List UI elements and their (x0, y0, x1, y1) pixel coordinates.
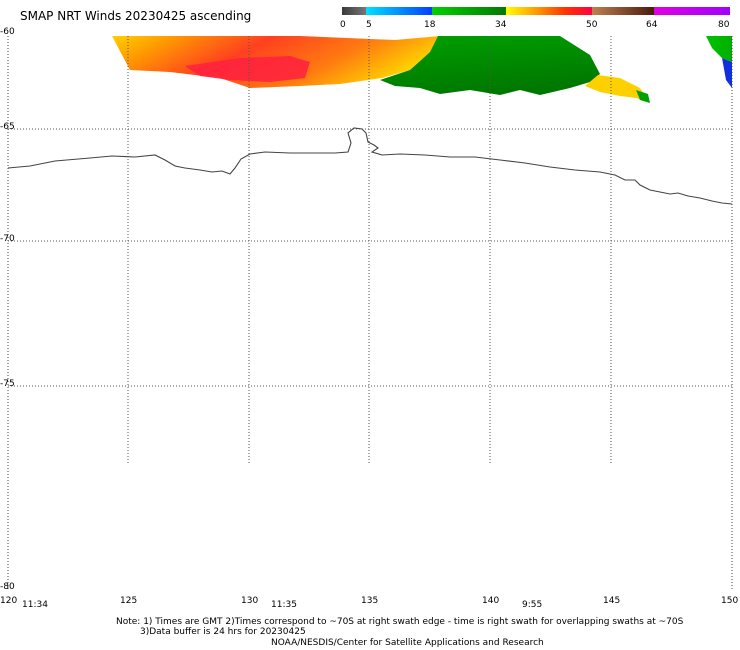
colorbar-tick-3: 34 (495, 20, 507, 30)
swath-time-2: 9:55 (522, 600, 543, 610)
lon-label-145: 145 (603, 596, 621, 606)
lon-label-125: 125 (120, 596, 138, 606)
colorbar-tick-2: 18 (424, 20, 436, 30)
wind-swath-right (706, 36, 732, 88)
plot-frame (7, 36, 733, 590)
lon-label-140: 140 (482, 596, 500, 606)
colorbar-tick-1: 5 (366, 20, 372, 30)
lat-label-65: -65 (0, 122, 15, 132)
swath-time-1: 11:35 (271, 600, 297, 610)
lon-label-135: 135 (361, 596, 379, 606)
wind-swath-center (380, 36, 650, 103)
colorbar-tick-0: 0 (340, 20, 346, 30)
lon-label-150: 150 (721, 596, 739, 606)
lon-label-130: 130 (241, 596, 259, 606)
wind-swath-left (112, 36, 440, 88)
colorbar-tick-4: 50 (586, 20, 598, 30)
swath-time-0: 11:34 (22, 600, 48, 610)
graticule (8, 36, 732, 464)
colorbar-tick-5: 64 (646, 20, 658, 30)
lon-label-120: 120 (0, 596, 18, 606)
lat-label-60: -60 (0, 27, 15, 37)
colorbar-tick-6: 80 (718, 20, 730, 30)
note-line-1: Note: 1) Times are GMT 2)Times correspon… (116, 617, 684, 627)
lat-label-70: -70 (0, 234, 15, 244)
lat-label-75: -75 (0, 379, 15, 389)
lat-label-80: -80 (0, 582, 15, 592)
note-line-2: 3)Data buffer is 24 hrs for 20230425 (140, 627, 306, 637)
credit-line: NOAA/NESDIS/Center for Satellite Applica… (271, 638, 544, 648)
map-title: SMAP NRT Winds 20230425 ascending (20, 9, 252, 23)
antarctic-coastline (7, 127, 733, 205)
